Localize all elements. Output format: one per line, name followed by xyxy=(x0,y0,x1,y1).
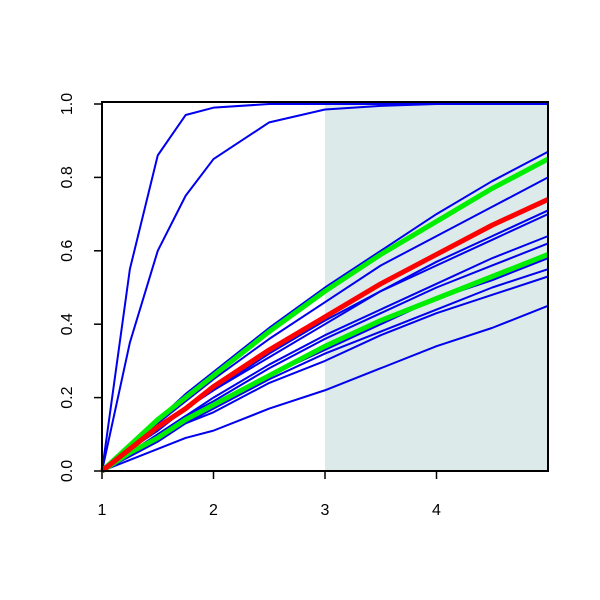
x-tick-label: 2 xyxy=(209,502,218,519)
y-tick-label: 1.0 xyxy=(59,93,76,115)
x-tick-label: 4 xyxy=(432,502,441,519)
y-tick-label: 0.6 xyxy=(59,240,76,262)
line-series xyxy=(101,103,548,472)
y-tick-label: 0.8 xyxy=(59,166,76,188)
x-tick-label: 3 xyxy=(321,502,330,519)
line-series xyxy=(100,156,550,473)
line-series xyxy=(101,304,549,472)
x-tick-label: 1 xyxy=(98,502,107,519)
y-tick-label: 0.2 xyxy=(59,386,76,408)
y-tick-label: 0.4 xyxy=(59,313,76,335)
line-series xyxy=(101,275,549,472)
y-tick-label: 0.0 xyxy=(59,460,76,482)
line-series xyxy=(100,197,550,473)
line-series xyxy=(100,252,549,474)
